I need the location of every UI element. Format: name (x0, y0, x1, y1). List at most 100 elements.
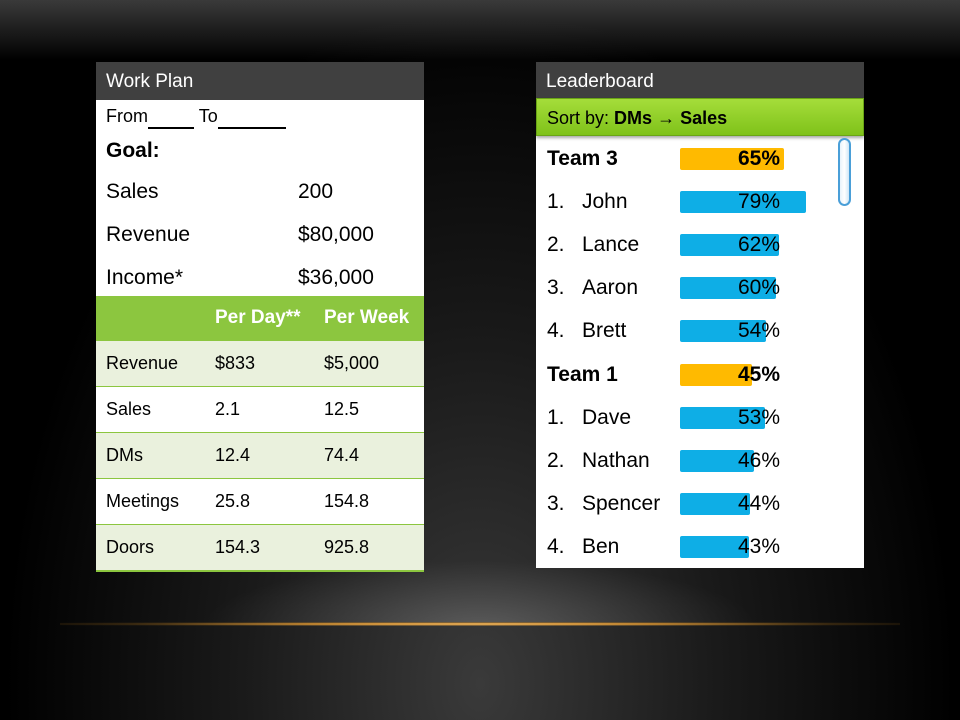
slide-top-shade (0, 0, 960, 60)
rank-number: 1. (547, 405, 565, 429)
floor-glow-line (60, 622, 900, 626)
table-row: Meetings 25.8 154.8 (96, 478, 424, 525)
per-week-value: 12.5 (314, 386, 424, 433)
percent-value: 43% (738, 534, 781, 558)
member-name: Spencer (582, 491, 661, 515)
member-name: John (582, 190, 628, 214)
goal-heading: Goal: (106, 139, 160, 162)
per-week-value: $5,000 (314, 340, 424, 387)
team-row: Team 3 65% (536, 139, 864, 179)
per-day-value: 154.3 (205, 524, 314, 571)
progress-bar (680, 449, 754, 472)
goal-value: $80,000 (298, 223, 374, 246)
progress-bar (680, 234, 779, 257)
sort-secondary: Sales (680, 108, 728, 128)
rank-number: 3. (547, 491, 565, 515)
to-blank[interactable] (217, 106, 286, 129)
percent-value: 45% (738, 362, 781, 386)
member-row: 3. Spencer 44% (536, 484, 864, 524)
progress-bar (680, 492, 750, 515)
rank-number: 4. (547, 534, 565, 558)
table-row: Sales 2.1 12.5 (96, 386, 424, 433)
member-row: 4. Brett 54% (536, 311, 864, 351)
rank-number: 4. (547, 319, 565, 343)
per-day-value: $833 (205, 340, 314, 387)
member-row: 1. John 79% (536, 182, 864, 222)
rank-number: 1. (547, 190, 565, 214)
team-row: Team 1 45% (536, 355, 864, 395)
to-label: To (198, 106, 218, 126)
goal-label: Income* (106, 266, 184, 289)
percent-value: 62% (738, 233, 781, 257)
percent-value: 60% (738, 276, 781, 300)
work-plan-title: Work Plan (96, 62, 424, 100)
member-name: Lance (582, 233, 640, 257)
goal-label: Revenue (106, 223, 191, 246)
sort-label: Sort by: (547, 108, 610, 128)
percent-value: 54% (738, 319, 781, 343)
progress-bar (680, 320, 766, 343)
goal-value: $36,000 (298, 266, 374, 289)
progress-bar (680, 535, 749, 558)
header-per-day: Per Day** (205, 296, 314, 341)
work-plan-panel: Work Plan From To Goal: Sales 200 Revenu… (96, 62, 424, 572)
per-day-value: 25.8 (205, 478, 314, 525)
sort-primary: DMs (614, 108, 653, 128)
goal-label: Sales (106, 180, 159, 203)
team-name: Team 3 (547, 147, 618, 170)
date-range: From To (106, 106, 286, 129)
per-week-value: 154.8 (314, 478, 424, 525)
percent-value: 46% (738, 448, 781, 472)
row-label: Revenue (96, 340, 205, 387)
member-row: 2. Lance 62% (536, 225, 864, 265)
percent-value: 44% (738, 491, 781, 515)
progress-bar (680, 191, 806, 214)
rank-number: 3. (547, 276, 565, 300)
sort-by-control[interactable]: Sort by: DMs → Sales (536, 98, 864, 136)
rank-number: 2. (547, 448, 565, 472)
leaderboard-panel: Leaderboard Sort by: DMs → Sales Team 3 6… (536, 62, 864, 568)
goal-row-revenue: Revenue $80,000 (106, 223, 374, 247)
progress-bar (680, 363, 752, 386)
header-cell (96, 296, 205, 341)
rank-number: 2. (547, 233, 565, 257)
row-label: Meetings (96, 478, 205, 525)
table-header-row: Per Day** Per Week (96, 296, 424, 341)
member-row: 3. Aaron 60% (536, 268, 864, 308)
member-name: Ben (582, 534, 620, 558)
member-row: 4. Ben 43% (536, 527, 864, 567)
goal-row-income: Income* $36,000 (106, 266, 374, 290)
progress-bar (680, 148, 784, 170)
per-week-value: 925.8 (314, 524, 424, 571)
member-name: Dave (582, 405, 632, 429)
from-label: From (106, 106, 148, 126)
row-label: Sales (96, 386, 205, 433)
header-per-week: Per Week (314, 296, 424, 341)
goal-row-sales: Sales 200 (106, 180, 333, 204)
percent-value: 65% (738, 147, 781, 170)
arrow-right-icon: → (657, 108, 676, 128)
member-row: 2. Nathan 46% (536, 441, 864, 481)
goal-value: 200 (298, 180, 334, 203)
progress-bar (680, 277, 776, 300)
per-week-value: 74.4 (314, 432, 424, 479)
from-blank[interactable] (148, 106, 194, 129)
team-name: Team 1 (547, 362, 618, 386)
scrollbar-thumb[interactable] (838, 138, 851, 206)
row-label: DMs (96, 432, 205, 479)
leaderboard-title: Leaderboard (536, 62, 864, 100)
per-day-value: 12.4 (205, 432, 314, 479)
member-name: Brett (582, 319, 627, 343)
percent-value: 79% (738, 190, 781, 214)
table-row: Revenue $833 $5,000 (96, 340, 424, 387)
member-name: Nathan (582, 448, 650, 472)
member-row: 1. Dave 53% (536, 398, 864, 438)
progress-bar (680, 406, 765, 429)
table-row: DMs 12.4 74.4 (96, 432, 424, 479)
row-label: Doors (96, 524, 205, 571)
table-row: Doors 154.3 925.8 (96, 524, 424, 571)
rates-table: Per Day** Per Week Revenue $833 $5,000 S… (96, 296, 424, 572)
percent-value: 53% (738, 405, 781, 429)
member-name: Aaron (582, 276, 639, 300)
per-day-value: 2.1 (205, 386, 314, 433)
